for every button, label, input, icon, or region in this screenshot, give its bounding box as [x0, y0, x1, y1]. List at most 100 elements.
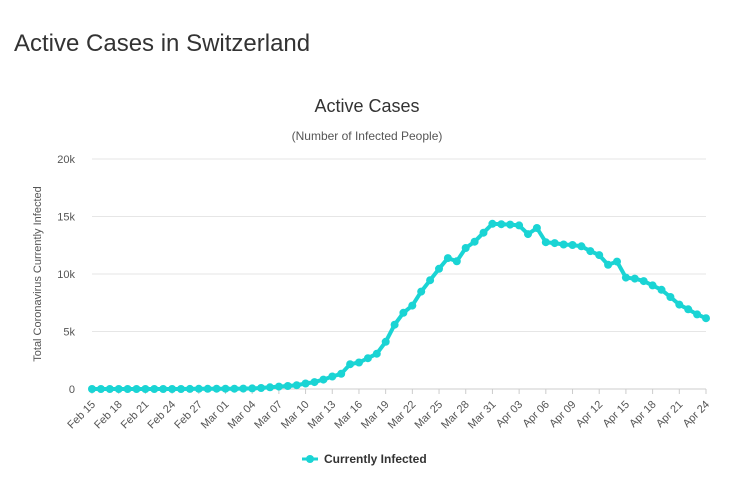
x-tick-label: Mar 01: [199, 399, 232, 432]
data-point[interactable]: [417, 287, 426, 296]
data-point[interactable]: [497, 220, 506, 229]
data-point[interactable]: [479, 228, 488, 237]
x-tick-label: Mar 10: [279, 399, 312, 432]
data-point[interactable]: [675, 300, 684, 309]
data-point[interactable]: [159, 385, 168, 393]
data-point[interactable]: [257, 384, 266, 392]
data-point[interactable]: [586, 247, 595, 256]
data-point[interactable]: [595, 251, 604, 260]
data-point[interactable]: [105, 385, 114, 393]
data-point[interactable]: [702, 314, 710, 323]
x-tick-label: Mar 22: [386, 399, 419, 432]
data-point[interactable]: [337, 369, 346, 378]
data-point[interactable]: [274, 382, 283, 391]
data-point[interactable]: [283, 382, 292, 390]
y-gridlines: [92, 158, 706, 332]
x-tick-label: Feb 18: [92, 399, 125, 432]
data-point[interactable]: [630, 274, 639, 283]
data-point[interactable]: [310, 378, 319, 387]
data-point[interactable]: [657, 285, 666, 294]
data-point[interactable]: [390, 320, 399, 329]
data-point[interactable]: [150, 385, 159, 393]
data-point[interactable]: [639, 277, 648, 286]
data-point[interactable]: [141, 385, 150, 393]
data-point[interactable]: [443, 254, 452, 263]
data-point[interactable]: [577, 242, 586, 251]
data-point[interactable]: [355, 358, 363, 367]
data-point[interactable]: [230, 384, 239, 393]
data-point[interactable]: [168, 385, 177, 393]
data-point[interactable]: [506, 220, 515, 229]
x-tick-label: Feb 24: [146, 399, 179, 432]
x-tick-label: Apr 12: [574, 399, 605, 430]
data-point[interactable]: [177, 385, 185, 393]
data-point[interactable]: [266, 383, 274, 392]
data-point[interactable]: [363, 354, 372, 363]
y-tick-label: 15k: [57, 212, 75, 224]
data-point[interactable]: [301, 379, 310, 388]
y-tick-label: 5k: [63, 327, 75, 339]
data-point[interactable]: [435, 264, 443, 273]
data-point[interactable]: [221, 384, 230, 393]
data-point[interactable]: [666, 293, 675, 301]
data-point[interactable]: [328, 372, 337, 381]
x-tick-label: Apr 03: [494, 399, 525, 430]
data-point[interactable]: [194, 384, 203, 393]
data-point[interactable]: [684, 305, 693, 314]
data-point[interactable]: [532, 224, 541, 232]
data-point[interactable]: [319, 375, 328, 384]
data-point[interactable]: [604, 260, 613, 269]
x-tick-label: Mar 16: [332, 399, 365, 432]
data-point[interactable]: [693, 310, 702, 319]
data-point[interactable]: [399, 308, 408, 317]
data-point[interactable]: [559, 240, 568, 249]
data-point[interactable]: [461, 244, 470, 252]
data-point[interactable]: [524, 230, 532, 239]
x-tick-label: Mar 07: [252, 399, 285, 432]
data-point[interactable]: [408, 301, 417, 310]
x-tick-label: Apr 06: [521, 399, 552, 430]
data-point[interactable]: [346, 360, 355, 369]
data-point[interactable]: [372, 349, 381, 358]
data-point[interactable]: [648, 281, 657, 290]
data-point[interactable]: [550, 239, 559, 248]
legend-label: Currently Infected: [324, 452, 427, 466]
page-title: Active Cases in Switzerland: [14, 30, 311, 57]
data-point[interactable]: [541, 238, 550, 247]
x-tick-label: Apr 09: [547, 399, 578, 430]
x-tick-label: Mar 28: [439, 399, 472, 432]
x-tick-label: Apr 15: [601, 399, 632, 430]
x-tick-label: Mar 31: [466, 399, 499, 432]
data-point[interactable]: [212, 384, 221, 393]
x-tick-label: Mar 25: [412, 399, 445, 432]
data-point[interactable]: [185, 384, 194, 393]
data-point[interactable]: [488, 219, 497, 228]
data-point[interactable]: [123, 385, 132, 393]
data-point[interactable]: [470, 237, 479, 246]
data-point[interactable]: [568, 241, 577, 249]
data-point[interactable]: [515, 221, 524, 230]
data-point[interactable]: [248, 384, 257, 393]
data-point[interactable]: [621, 273, 630, 282]
data-point[interactable]: [381, 337, 390, 346]
x-tick-label: Feb 21: [119, 399, 152, 432]
data-point[interactable]: [426, 276, 435, 285]
chart-title: Active Cases: [314, 96, 419, 116]
data-point[interactable]: [203, 384, 212, 393]
data-point[interactable]: [114, 385, 123, 393]
x-tick-label: Feb 15: [65, 399, 98, 432]
x-tick-label: Mar 13: [306, 399, 339, 432]
data-point[interactable]: [96, 385, 105, 393]
series-points: [88, 219, 710, 393]
data-point[interactable]: [452, 257, 461, 266]
data-point[interactable]: [613, 257, 621, 266]
x-tick-label: Apr 24: [681, 399, 712, 430]
data-point[interactable]: [239, 384, 248, 393]
x-tick-label: Mar 19: [359, 399, 392, 432]
legend[interactable]: Currently Infected: [302, 452, 427, 466]
data-point[interactable]: [132, 385, 141, 393]
data-point[interactable]: [88, 385, 96, 393]
data-point[interactable]: [292, 381, 301, 390]
